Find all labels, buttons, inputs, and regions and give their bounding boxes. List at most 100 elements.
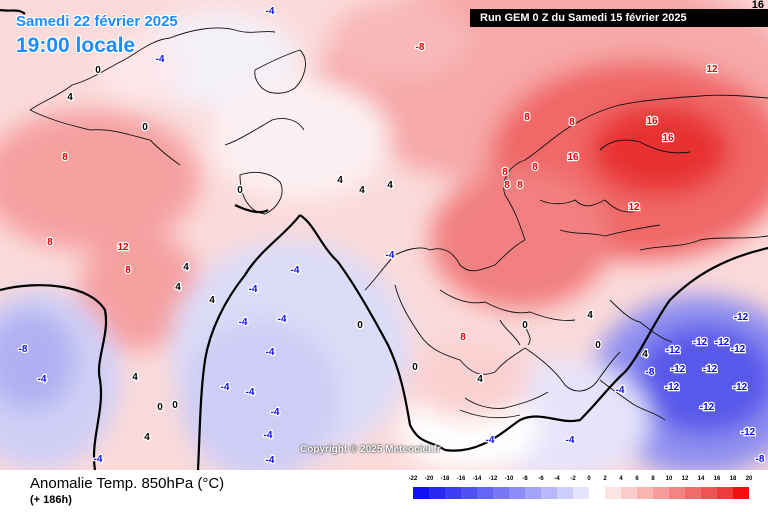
map-value-label: 4 xyxy=(132,372,138,383)
scale-tick-label: 6 xyxy=(635,476,639,482)
run-info-banner: Run GEM 0 Z du Samedi 15 février 2025 xyxy=(470,9,768,27)
map-value-label: -8 xyxy=(416,42,425,53)
copyright-notice: Copyright © 2025 Meteociel.fr xyxy=(300,444,441,455)
map-value-label: -4 xyxy=(266,455,275,466)
map-value-label: 4 xyxy=(387,180,393,191)
map-value-label: -12 xyxy=(666,345,681,356)
anomaly-shading xyxy=(0,0,768,470)
scale-tick-label: -20 xyxy=(424,476,434,482)
map-value-label: -4 xyxy=(266,347,275,358)
map-value-label: 4 xyxy=(642,349,648,360)
map-value-label: -12 xyxy=(665,382,680,393)
map-value-label: 0 xyxy=(522,320,528,331)
scale-tick-label: 12 xyxy=(681,476,689,482)
scale-tick-label: 20 xyxy=(745,476,753,482)
scale-swatch xyxy=(525,487,541,499)
scale-tick-label: 14 xyxy=(697,476,705,482)
scale-tick-label: 10 xyxy=(665,476,673,482)
scale-swatch xyxy=(621,487,637,499)
scale-tick-label: -16 xyxy=(456,476,466,482)
map-value-label: 12 xyxy=(117,242,129,253)
scale-swatch xyxy=(445,487,461,499)
map-value-label: -12 xyxy=(715,337,730,348)
map-value-label: -4 xyxy=(278,314,287,325)
map-value-label: -8 xyxy=(646,367,655,378)
scale-tick-label: -18 xyxy=(440,476,450,482)
scale-tick-label: -10 xyxy=(504,476,514,482)
map-value-label: -12 xyxy=(671,364,686,375)
map-value-label: 4 xyxy=(67,92,73,103)
map-value-label: 4 xyxy=(144,432,150,443)
scale-swatch xyxy=(477,487,493,499)
scale-swatch xyxy=(493,487,509,499)
map-value-label: -12 xyxy=(741,427,756,438)
map-value-label: -8 xyxy=(756,454,765,465)
map-value-label: -12 xyxy=(693,337,708,348)
scale-tick-label: 4 xyxy=(619,476,623,482)
map-value-label: -12 xyxy=(703,364,718,375)
map-value-label: 4 xyxy=(587,310,593,321)
scale-tick-label: 2 xyxy=(603,476,607,482)
map-value-label: 16 xyxy=(646,116,658,127)
map-value-label: 0 xyxy=(595,340,601,351)
map-value-label: 8 xyxy=(47,237,53,248)
map-value-label: -4 xyxy=(271,407,280,418)
scale-swatch xyxy=(589,487,605,499)
coastlines xyxy=(29,27,768,421)
map-value-label: 8 xyxy=(569,117,575,128)
scale-tick-label: -6 xyxy=(538,476,544,482)
map-value-label: 16 xyxy=(662,133,674,144)
map-value-label: -8 xyxy=(19,344,28,355)
anomaly-contours xyxy=(0,8,768,470)
scale-swatch xyxy=(557,487,573,499)
scale-tick-label: -22 xyxy=(408,476,418,482)
map-value-label: 8 xyxy=(532,162,538,173)
map-value-label: -4 xyxy=(246,387,255,398)
map-value-label: -4 xyxy=(291,265,300,276)
map-value-label: 8 xyxy=(517,180,523,191)
map-value-label: -4 xyxy=(264,430,273,441)
map-value-label: 4 xyxy=(477,374,483,385)
scale-swatch xyxy=(573,487,589,499)
scale-swatch xyxy=(541,487,557,499)
map-value-label: 4 xyxy=(359,185,365,196)
map-value-label: 16 xyxy=(567,152,579,163)
map-value-label: 0 xyxy=(157,402,163,413)
map-value-label: -4 xyxy=(266,6,275,17)
footer-bar: Anomalie Temp. 850hPa (°C) (+ 186h) -22-… xyxy=(0,470,768,512)
valid-time: 19:00 locale xyxy=(16,34,136,57)
scale-swatch xyxy=(701,487,717,499)
scale-tick-label: 0 xyxy=(587,476,591,482)
scale-swatch xyxy=(637,487,653,499)
map-value-label: 0 xyxy=(237,185,243,196)
map-value-label: -4 xyxy=(249,284,258,295)
map-value-label: 8 xyxy=(125,265,131,276)
map-value-label: -12 xyxy=(733,382,748,393)
map-value-label: -12 xyxy=(734,312,749,323)
map-value-label: 12 xyxy=(628,202,640,213)
map-value-label: -4 xyxy=(94,454,103,465)
map-value-label: -4 xyxy=(38,374,47,385)
map-value-label: 0 xyxy=(357,320,363,331)
lead-time: (+ 186h) xyxy=(30,494,72,506)
map-value-label: -4 xyxy=(386,250,395,261)
parameter-title: Anomalie Temp. 850hPa (°C) xyxy=(30,475,225,492)
scale-tick-label: -2 xyxy=(570,476,576,482)
color-scale-bar xyxy=(413,487,749,499)
scale-swatch xyxy=(717,487,733,499)
map-value-label: 0 xyxy=(142,122,148,133)
scale-swatch xyxy=(413,487,429,499)
map-value-label: -4 xyxy=(566,435,575,446)
corner-value: 16 xyxy=(751,0,764,11)
map-value-label: 0 xyxy=(172,400,178,411)
map-value-label: 0 xyxy=(95,65,101,76)
valid-date: Samedi 22 février 2025 xyxy=(16,13,178,30)
map-value-label: -4 xyxy=(616,385,625,396)
map-value-label: -4 xyxy=(239,317,248,328)
scale-swatch xyxy=(685,487,701,499)
map-value-label: 0 xyxy=(412,362,418,373)
map-value-label: 8 xyxy=(504,180,510,191)
